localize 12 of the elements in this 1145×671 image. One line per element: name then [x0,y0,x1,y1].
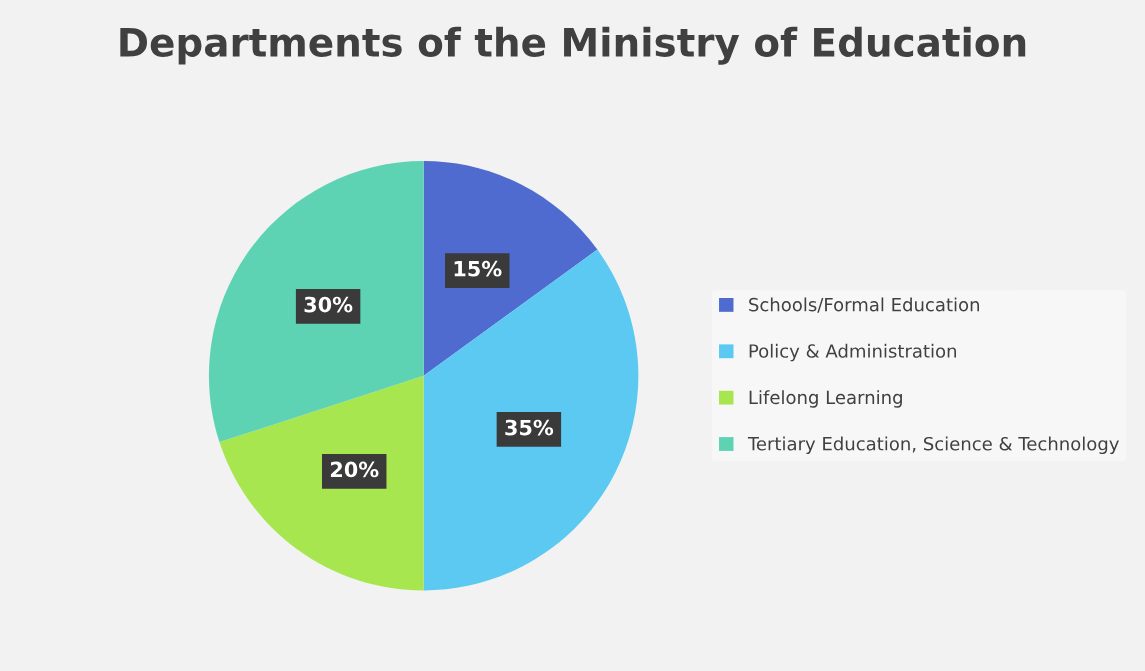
legend-label: Lifelong Learning [749,390,902,408]
data-label: 30% [304,296,353,313]
data-label: 20% [330,461,379,478]
legend-label: Tertiary Education, Science & Technology [747,436,1119,455]
pie-slice [208,161,424,443]
data-label: 35% [505,419,554,436]
data-label: 15% [454,260,502,277]
pie-slice [219,375,424,591]
chart-title: Departments of the Ministry of Education [120,26,1026,65]
legend-label: Schools/Formal Education [749,297,980,313]
legend-label: Policy & Administration [749,343,956,362]
pie-slice [423,249,639,591]
